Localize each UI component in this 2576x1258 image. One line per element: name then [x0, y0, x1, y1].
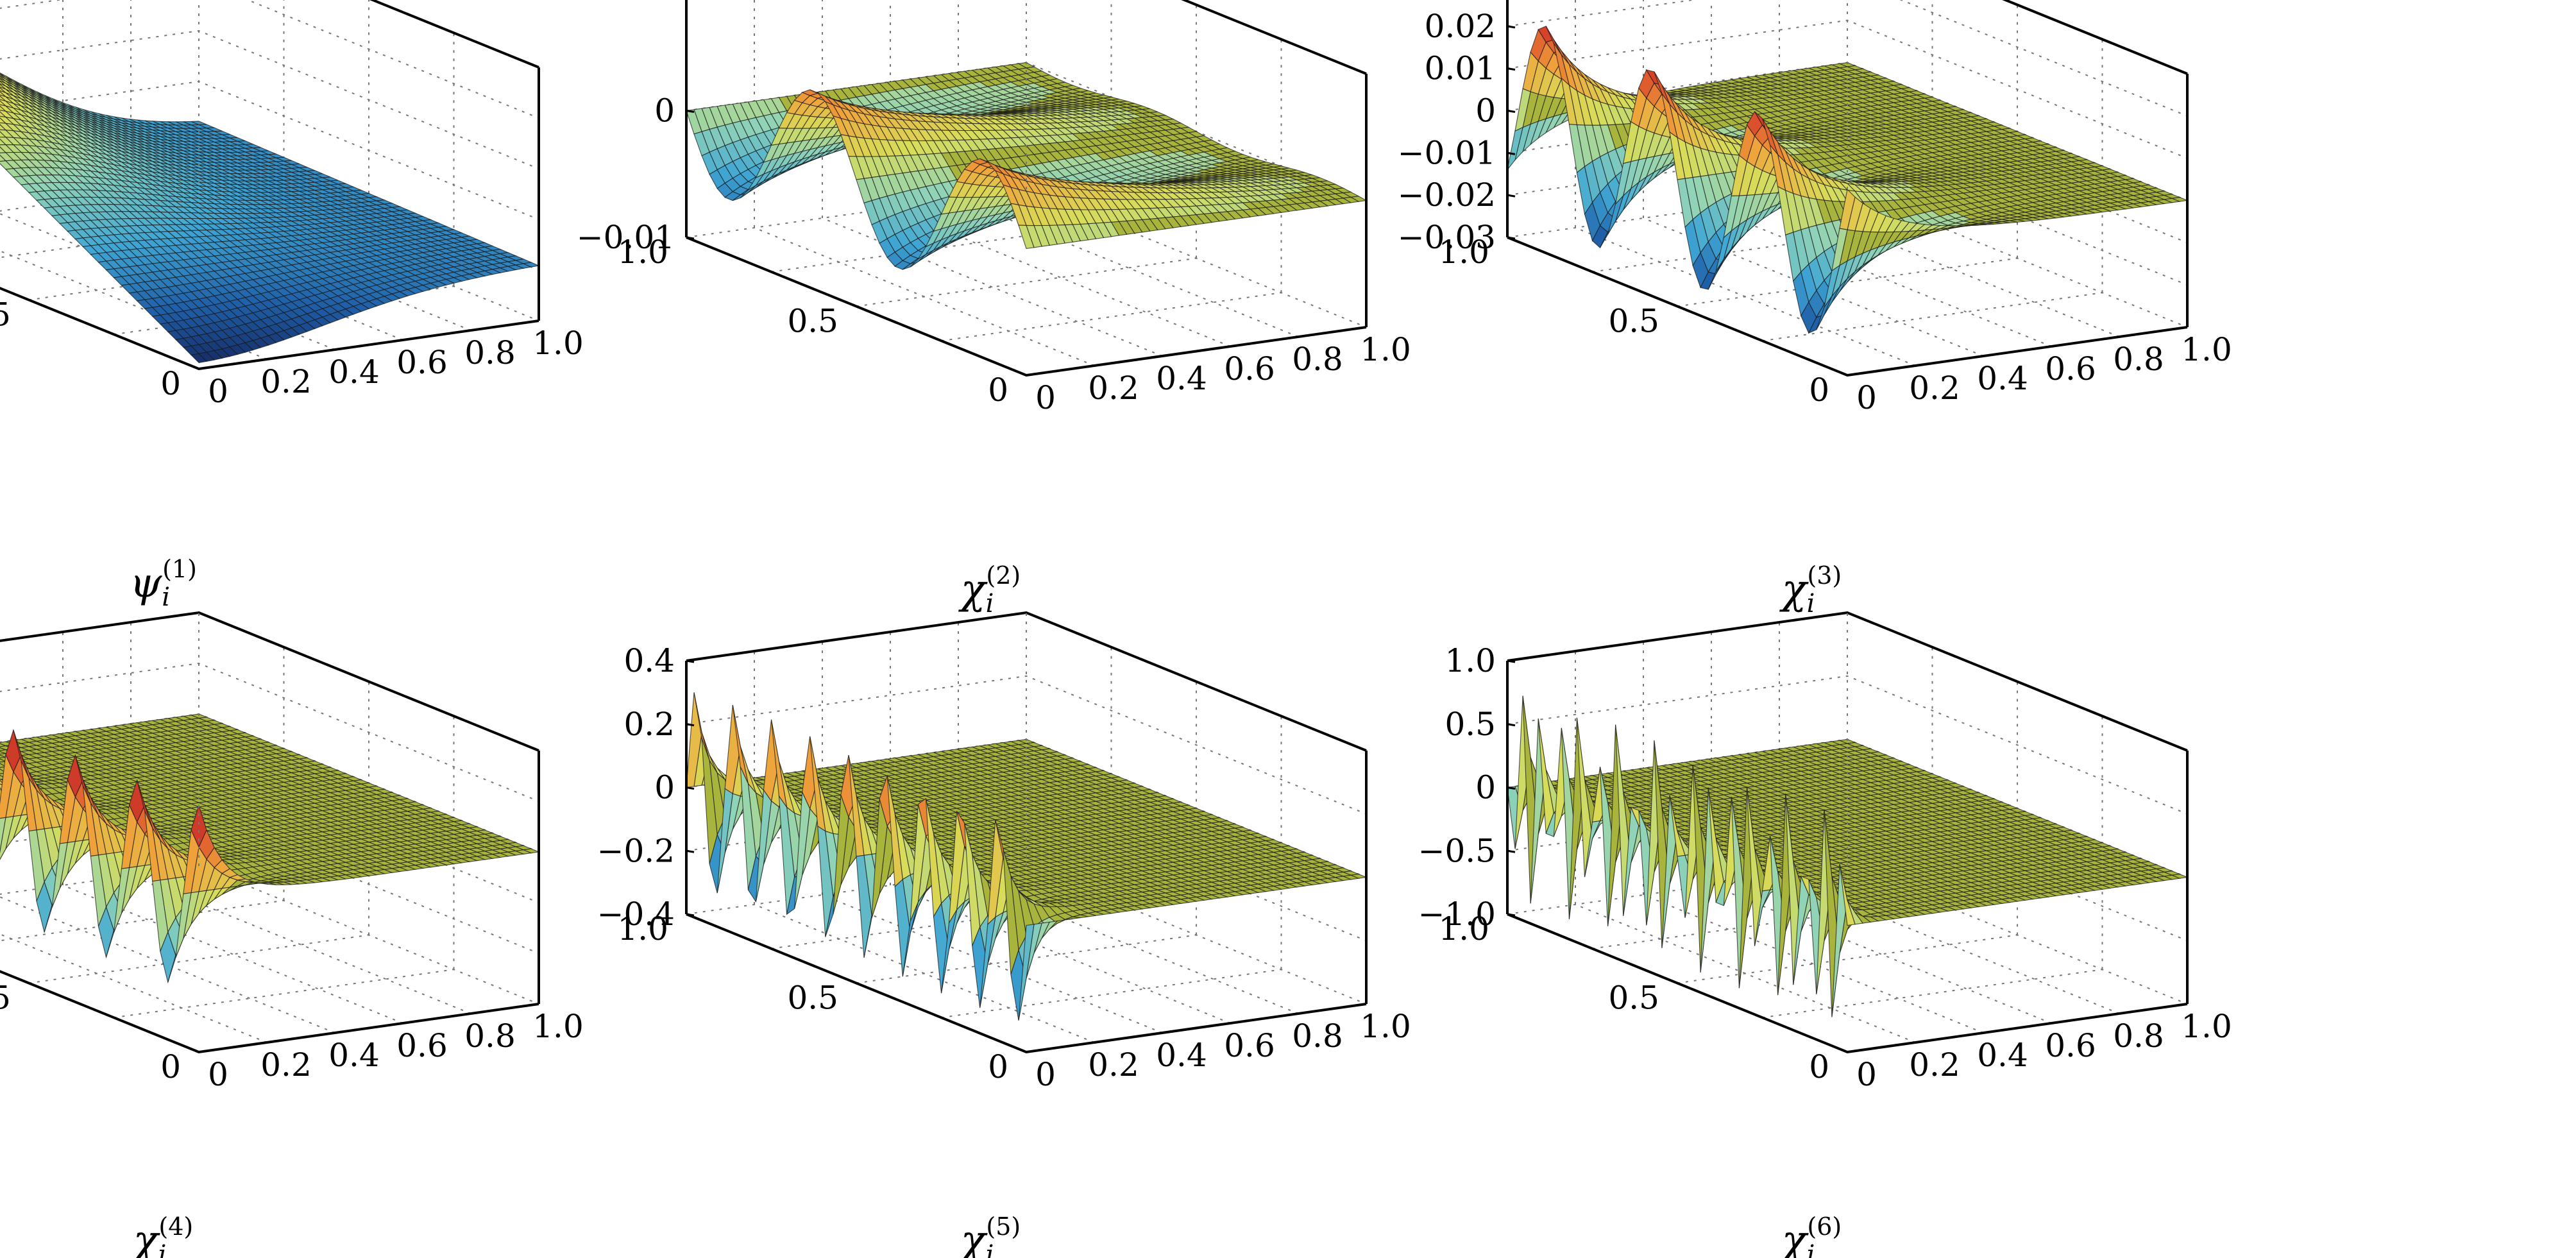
- x-tick-label: 0.6: [396, 344, 448, 381]
- grid-line: [822, 217, 1163, 357]
- y-tick-label: 1.0: [617, 234, 668, 271]
- grid-line: [941, 292, 1282, 342]
- z-tick-mark: [686, 110, 695, 113]
- x-tick-label: 0.8: [1292, 341, 1343, 378]
- x-tick-label: 0.4: [328, 353, 380, 391]
- x-tick-label: 1.0: [1360, 331, 1411, 368]
- panel-label: χi(2): [958, 561, 1021, 618]
- x-tick-label: 0.4: [1156, 360, 1207, 397]
- x-tick-label: 0: [1035, 379, 1056, 416]
- x-tick-label: 1.0: [532, 325, 584, 362]
- surface-panels: 20151050−51.00.5000.20.40.60.81.0×10−4ψi…: [0, 0, 2232, 1258]
- surface-mesh: [686, 62, 1368, 270]
- y-tick-label: 0.5: [787, 303, 838, 340]
- y-tick-label: 0: [988, 371, 1008, 409]
- x-tick-label: 0.8: [464, 334, 516, 371]
- axis-line: [369, 0, 539, 69]
- chart-panel-3: 0.030.020.010−0.01−0.02−0.031.00.5000.20…: [1398, 0, 2232, 618]
- z-tick-label: 0: [654, 92, 675, 130]
- x-tick-label: 0.6: [1224, 350, 1275, 387]
- x-tick-label: 0: [208, 373, 228, 410]
- x-tick-label: 0.2: [260, 363, 312, 400]
- y-tick-label: 0: [160, 365, 181, 402]
- panel-label: ψi(1): [130, 555, 197, 612]
- z-tick-label: 0.01: [604, 0, 675, 3]
- chart-panel-1: 20151050−51.00.5000.20.40.60.81.0×10−4ψi…: [0, 0, 584, 612]
- surface-mesh: [0, 72, 540, 363]
- z-tick-mark: [686, 236, 695, 240]
- x-tick-label: 0.2: [1088, 370, 1139, 407]
- y-tick-label: 0.5: [0, 296, 11, 334]
